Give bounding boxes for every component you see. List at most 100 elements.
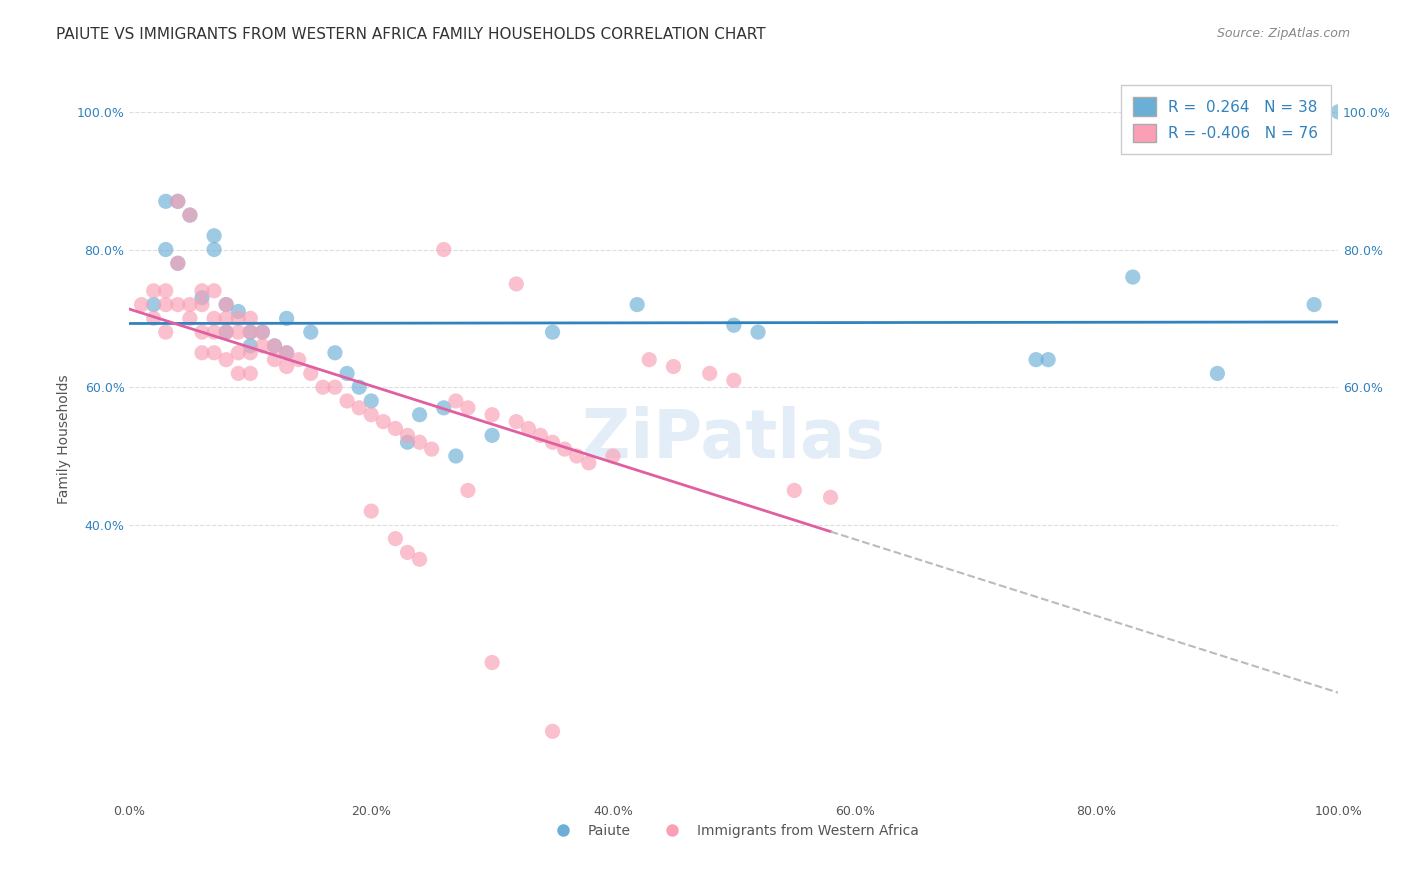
Point — [202, 284, 225, 298]
Point — [408, 552, 430, 566]
Point — [347, 380, 370, 394]
Point — [239, 325, 262, 339]
Point — [263, 339, 285, 353]
Point — [239, 325, 262, 339]
Point — [179, 297, 201, 311]
Point — [505, 415, 527, 429]
Point — [541, 325, 564, 339]
Point — [215, 297, 238, 311]
Point — [481, 656, 503, 670]
Point — [481, 428, 503, 442]
Point — [226, 304, 249, 318]
Point — [384, 421, 406, 435]
Point — [626, 297, 648, 311]
Point — [360, 408, 382, 422]
Point — [408, 408, 430, 422]
Point — [276, 359, 298, 374]
Point — [323, 345, 346, 359]
Point — [457, 483, 479, 498]
Point — [541, 435, 564, 450]
Point — [783, 483, 806, 498]
Point — [276, 345, 298, 359]
Point — [239, 345, 262, 359]
Point — [155, 284, 177, 298]
Point — [166, 194, 188, 209]
Point — [408, 435, 430, 450]
Point — [444, 394, 467, 409]
Point — [166, 194, 188, 209]
Point — [252, 325, 274, 339]
Point — [166, 256, 188, 270]
Point — [444, 449, 467, 463]
Point — [299, 367, 322, 381]
Point — [226, 311, 249, 326]
Point — [360, 394, 382, 409]
Point — [179, 311, 201, 326]
Point — [239, 339, 262, 353]
Point — [360, 504, 382, 518]
Text: Source: ZipAtlas.com: Source: ZipAtlas.com — [1216, 27, 1350, 40]
Point — [312, 380, 335, 394]
Point — [202, 311, 225, 326]
Point — [1036, 352, 1059, 367]
Point — [481, 408, 503, 422]
Point — [252, 339, 274, 353]
Point — [554, 442, 576, 457]
Point — [505, 277, 527, 291]
Point — [578, 456, 600, 470]
Point — [191, 325, 214, 339]
Point — [373, 415, 395, 429]
Point — [215, 325, 238, 339]
Point — [191, 297, 214, 311]
Point — [202, 243, 225, 257]
Point — [155, 243, 177, 257]
Point — [662, 359, 685, 374]
Point — [1327, 104, 1350, 119]
Point — [191, 284, 214, 298]
Point — [299, 325, 322, 339]
Point — [276, 345, 298, 359]
Point — [541, 724, 564, 739]
Point — [276, 311, 298, 326]
Point — [226, 325, 249, 339]
Point — [191, 291, 214, 305]
Point — [1122, 270, 1144, 285]
Point — [215, 325, 238, 339]
Point — [252, 325, 274, 339]
Point — [529, 428, 551, 442]
Point — [226, 367, 249, 381]
Point — [1025, 352, 1047, 367]
Point — [166, 256, 188, 270]
Point — [638, 352, 661, 367]
Point — [747, 325, 769, 339]
Point — [239, 311, 262, 326]
Point — [287, 352, 309, 367]
Point — [347, 401, 370, 415]
Point — [155, 325, 177, 339]
Point — [215, 311, 238, 326]
Point — [179, 208, 201, 222]
Point — [179, 208, 201, 222]
Point — [699, 367, 721, 381]
Point — [396, 435, 419, 450]
Point — [602, 449, 624, 463]
Point — [384, 532, 406, 546]
Point — [457, 401, 479, 415]
Point — [336, 367, 359, 381]
Point — [1303, 297, 1326, 311]
Point — [263, 339, 285, 353]
Point — [142, 311, 165, 326]
Point — [155, 194, 177, 209]
Point — [1206, 367, 1229, 381]
Point — [202, 345, 225, 359]
Point — [215, 297, 238, 311]
Point — [155, 297, 177, 311]
Point — [131, 297, 153, 311]
Point — [517, 421, 540, 435]
Y-axis label: Family Households: Family Households — [58, 374, 72, 504]
Point — [723, 318, 745, 333]
Point — [820, 491, 842, 505]
Point — [191, 345, 214, 359]
Point — [226, 345, 249, 359]
Point — [142, 297, 165, 311]
